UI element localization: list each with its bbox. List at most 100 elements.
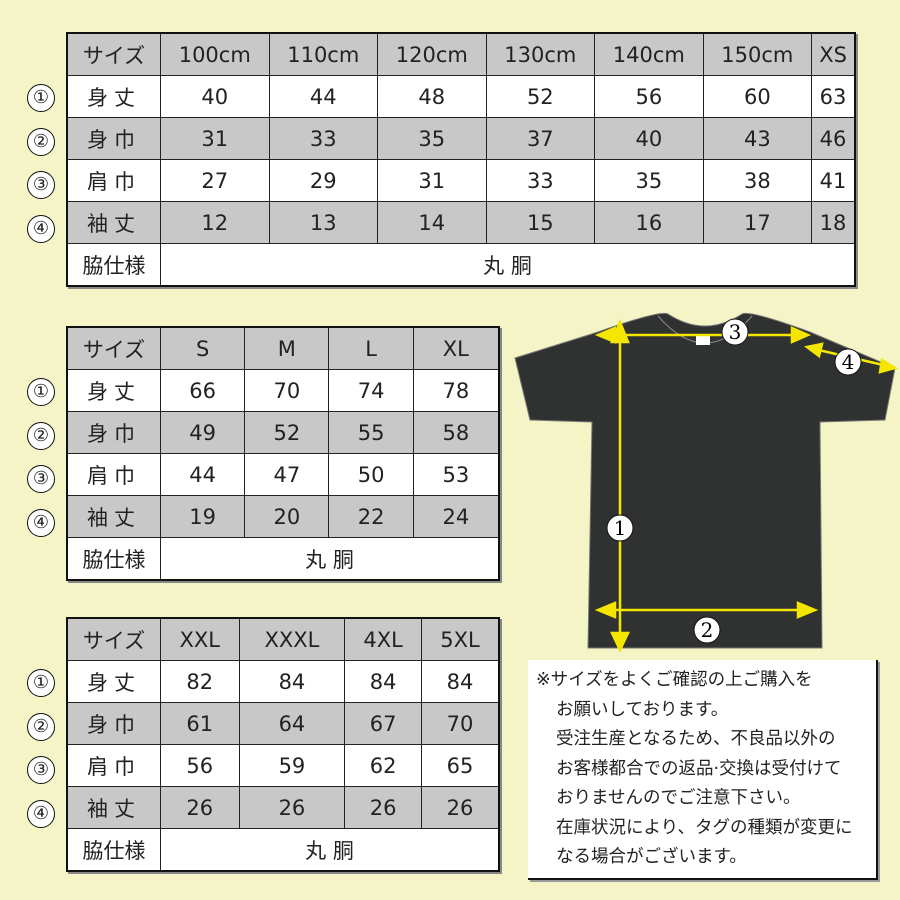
measurement-row: 袖丈 12 13 14 15 16 17 18 bbox=[66, 201, 856, 244]
tag-icon bbox=[696, 336, 710, 345]
marker-4: 4 bbox=[842, 350, 855, 374]
measurement-value: 82 bbox=[160, 660, 240, 703]
measurement-value: 52 bbox=[244, 411, 330, 454]
size-header-label: サイズ bbox=[66, 326, 161, 370]
measurement-row: 肩巾 27 29 31 33 35 38 41 bbox=[66, 159, 856, 202]
side-spec-row: 脇仕様丸 胴 bbox=[66, 243, 856, 287]
measurement-row: 身丈 66 70 74 78 bbox=[66, 369, 500, 412]
row-number-marker: ② bbox=[27, 712, 55, 741]
tshirt-measurement-diagram: 1 2 3 4 bbox=[514, 312, 899, 653]
note-line: お客様都合での返品·交換は受付けて bbox=[556, 758, 842, 779]
size-column-header: 150cm bbox=[702, 32, 813, 76]
measurement-value: 58 bbox=[412, 411, 500, 454]
row-number-marker: ① bbox=[27, 84, 55, 112]
measurement-value: 65 bbox=[420, 744, 500, 787]
measurement-value: 74 bbox=[328, 369, 414, 412]
measurement-label: 肩巾 bbox=[66, 453, 161, 496]
measurement-row: 袖丈 26 26 26 26 bbox=[66, 786, 500, 829]
measurement-value: 49 bbox=[159, 411, 246, 454]
measurement-row: 身巾 31 33 35 37 40 43 46 bbox=[66, 117, 856, 160]
row-number-marker: ② bbox=[27, 421, 55, 450]
side-spec-row: 脇仕様丸 胴 bbox=[66, 828, 500, 872]
measurement-label: 肩巾 bbox=[66, 744, 161, 787]
note-line: なる場合がございます。 bbox=[556, 847, 747, 867]
measurement-value: 31 bbox=[160, 117, 270, 160]
side-spec-label: 脇仕様 bbox=[66, 243, 161, 287]
size-column-header: XXL bbox=[160, 617, 240, 661]
measurement-value: 55 bbox=[328, 411, 414, 454]
marker-3: 3 bbox=[729, 320, 742, 344]
measurement-value: 26 bbox=[344, 786, 422, 829]
size-column-header: 140cm bbox=[594, 32, 704, 76]
measurement-value: 18 bbox=[811, 201, 856, 244]
measurement-value: 44 bbox=[159, 453, 246, 496]
measurement-value: 16 bbox=[594, 201, 704, 244]
measurement-value: 20 bbox=[244, 495, 330, 538]
measurement-value: 31 bbox=[377, 159, 487, 202]
size-column-header: XL bbox=[412, 326, 500, 370]
measurement-value: 37 bbox=[485, 117, 596, 160]
measurement-value: 62 bbox=[344, 744, 422, 787]
measurement-value: 70 bbox=[244, 369, 330, 412]
measurement-label: 肩巾 bbox=[66, 159, 161, 202]
size-column-header: S bbox=[159, 326, 246, 370]
size-column-header: 130cm bbox=[485, 32, 596, 76]
measurement-value: 56 bbox=[160, 744, 240, 787]
measurement-value: 27 bbox=[160, 159, 270, 202]
measurement-value: 17 bbox=[702, 201, 813, 244]
measurement-label: 袖丈 bbox=[66, 201, 161, 244]
measurement-value: 43 bbox=[702, 117, 813, 160]
size-table-kids: サイズ 100cm 110cm 120cm 130cm 140cm 150cm XS 身丈 40 4… bbox=[66, 32, 856, 287]
measurement-value: 33 bbox=[485, 159, 596, 202]
measurement-value: 19 bbox=[159, 495, 246, 538]
row-number-marker: ② bbox=[27, 127, 55, 156]
measurement-value: 60 bbox=[702, 75, 813, 118]
measurement-row: 身丈 82 84 84 84 bbox=[66, 660, 500, 703]
measurement-value: 29 bbox=[268, 159, 379, 202]
measurement-value: 26 bbox=[238, 786, 346, 829]
size-column-header: L bbox=[328, 326, 414, 370]
measurement-value: 35 bbox=[377, 117, 487, 160]
measurement-value: 15 bbox=[485, 201, 596, 244]
measurement-label: 身巾 bbox=[66, 411, 161, 454]
note-line: おりませんのでご注意下さい。 bbox=[556, 788, 801, 808]
measurement-label: 袖丈 bbox=[66, 495, 161, 538]
measurement-value: 84 bbox=[420, 660, 500, 703]
measurement-value: 84 bbox=[344, 660, 422, 703]
note-line: 受注生産となるため、不良品以外の bbox=[556, 729, 836, 749]
measurement-value: 38 bbox=[702, 159, 813, 202]
measurement-value: 40 bbox=[594, 117, 704, 160]
measurement-label: 身丈 bbox=[66, 369, 161, 412]
measurement-row: 身巾 61 64 67 70 bbox=[66, 702, 500, 745]
row-number-marker: ③ bbox=[27, 171, 55, 199]
side-spec-value: 丸 胴 bbox=[160, 243, 856, 287]
measurement-value: 22 bbox=[328, 495, 414, 538]
size-column-header: M bbox=[244, 326, 330, 370]
header-row: サイズ 100cm 110cm 120cm 130cm 140cm 150cm XS bbox=[66, 32, 856, 76]
measurement-value: 13 bbox=[268, 201, 379, 244]
size-column-header: XXXL bbox=[238, 617, 346, 661]
measurement-row: 袖丈 19 20 22 24 bbox=[66, 495, 500, 538]
size-column-header: 4XL bbox=[344, 617, 422, 661]
measurement-label: 身丈 bbox=[66, 660, 161, 703]
size-header-label: サイズ bbox=[66, 32, 161, 76]
size-table-s-xl: サイズ S M L XL 身丈 66 70 74 78 身巾 49 52 55 58 肩巾 44 47 50 53 袖丈… bbox=[66, 326, 500, 581]
size-column-header: 5XL bbox=[420, 617, 500, 661]
measurement-value: 64 bbox=[238, 702, 346, 745]
size-column-header: 120cm bbox=[377, 32, 487, 76]
measurement-row: 肩巾 56 59 62 65 bbox=[66, 744, 500, 787]
note-line: お願いしております。 bbox=[556, 699, 729, 720]
measurement-label: 身巾 bbox=[66, 117, 161, 160]
row-number-marker: ④ bbox=[27, 799, 55, 828]
measurement-value: 41 bbox=[811, 159, 856, 202]
note-line: ※サイズをよくご確認の上ご購入を bbox=[536, 670, 813, 690]
measurement-value: 14 bbox=[377, 201, 487, 244]
side-spec-label: 脇仕様 bbox=[66, 537, 161, 581]
measurement-value: 12 bbox=[160, 201, 270, 244]
side-spec-label: 脇仕様 bbox=[66, 828, 161, 872]
measurement-label: 袖丈 bbox=[66, 786, 161, 829]
measurement-value: 35 bbox=[594, 159, 704, 202]
measurement-value: 50 bbox=[328, 453, 414, 496]
marker-1: 1 bbox=[614, 516, 627, 540]
size-header-label: サイズ bbox=[66, 617, 161, 661]
